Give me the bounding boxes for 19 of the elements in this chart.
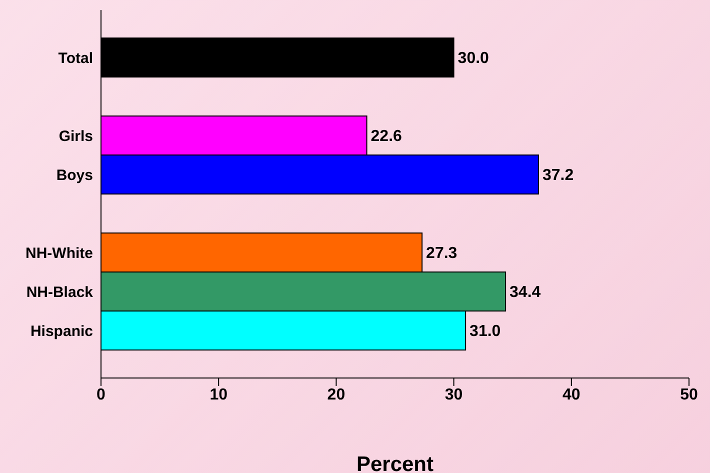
- x-tick-label: 0: [96, 386, 106, 404]
- y-tick-label: Total: [58, 50, 93, 67]
- x-axis-title: Percent: [356, 453, 434, 473]
- x-tick-label: 20: [327, 386, 346, 404]
- x-tick-label: 30: [444, 386, 463, 404]
- x-tick-label: 50: [680, 386, 698, 404]
- x-tick-label: 40: [562, 386, 580, 404]
- data-label: 31.0: [470, 323, 501, 340]
- y-tick-label: NH-Black: [26, 284, 94, 301]
- data-label: 37.2: [542, 167, 574, 184]
- data-label: 22.6: [370, 128, 402, 146]
- y-tick-label: NH-White: [26, 244, 93, 262]
- x-tick-label: 10: [210, 386, 228, 404]
- data-label: 34.4: [510, 284, 541, 302]
- y-tick-label: Boys: [56, 166, 93, 184]
- data-label: 30.0: [458, 50, 490, 68]
- data-label: 27.3: [426, 245, 458, 262]
- y-tick-label: Hispanic: [30, 322, 93, 340]
- y-tick-label: Girls: [58, 128, 93, 145]
